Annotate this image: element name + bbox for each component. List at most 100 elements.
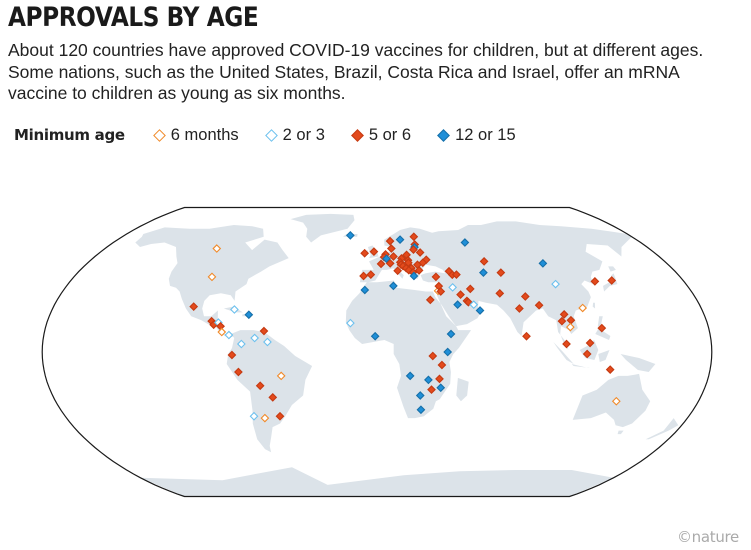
- marker-luxembourg: [382, 254, 391, 264]
- marker-indonesia: [582, 349, 592, 359]
- diamond-filled-blue-icon: [437, 128, 450, 142]
- marker-argentina: [260, 413, 270, 423]
- marker-colombia: [236, 339, 246, 349]
- marker-tunisia: [389, 281, 398, 291]
- marker-italy: [393, 266, 403, 276]
- marker-greece: [409, 271, 419, 281]
- marker-denmark: [386, 244, 396, 253]
- marker-japan: [607, 276, 617, 285]
- landmass-island: [553, 342, 574, 364]
- marker-cuba: [230, 305, 239, 314]
- marker-morocco: [360, 285, 370, 295]
- marker-south-africa: [416, 405, 426, 415]
- diamond-outline-orange-icon: [152, 128, 166, 142]
- marker-guyana: [263, 337, 272, 347]
- legend-label: 12 or 15: [455, 125, 516, 144]
- marker-bolivia: [255, 381, 265, 391]
- landmass-island: [598, 350, 610, 362]
- marker-mongolia: [538, 259, 548, 268]
- legend-title: Minimum age: [14, 126, 125, 144]
- marker-united-kingdom: [369, 247, 379, 257]
- map-border: [41, 206, 713, 498]
- marker-zambia: [424, 375, 433, 385]
- nature-credit: ©nature: [676, 528, 739, 546]
- marker-laos: [559, 309, 569, 319]
- marker-zimbabwe: [427, 385, 436, 395]
- marker-bangladesh: [534, 300, 544, 310]
- marker-rwanda: [428, 351, 438, 361]
- legend-label: 2 or 3: [282, 125, 325, 144]
- landmass-south-america: [226, 330, 313, 453]
- marker-uzbekistan: [479, 268, 488, 278]
- landmass-island: [140, 467, 614, 497]
- marker-united-arab-emirates: [469, 300, 479, 310]
- legend-label: 5 or 6: [368, 125, 412, 144]
- marker-mozambique: [436, 383, 446, 393]
- marker-iraq: [448, 283, 458, 292]
- marker-lithuania: [409, 245, 418, 255]
- marker-panama: [224, 330, 234, 340]
- marker-kyrgyzstan: [496, 268, 506, 278]
- marker-egypt: [425, 295, 435, 305]
- marker-costa-rica: [217, 327, 227, 337]
- legend-label: 6 months: [170, 125, 239, 144]
- landmass-island: [595, 316, 611, 340]
- marker-germany: [389, 252, 398, 261]
- marker-chile: [249, 411, 259, 421]
- marker-thailand: [557, 316, 567, 326]
- marker-jordan: [436, 287, 446, 296]
- landmass-island: [645, 418, 679, 440]
- marker-saudi-arabia: [453, 300, 463, 310]
- legend-item-6-months: 6 months: [152, 125, 239, 145]
- marker-oman: [475, 306, 485, 315]
- marker-azerbaijan: [452, 270, 461, 279]
- marker-iceland: [345, 231, 355, 240]
- marker-paraguay: [268, 393, 278, 402]
- legend: Minimum age 6 months 2 or 3 5 or 6 12 or…: [14, 124, 544, 146]
- diamond-filled-red-icon: [351, 128, 364, 142]
- marker-canada: [212, 244, 222, 253]
- marker-brazil: [276, 371, 286, 381]
- marker-ethiopia: [446, 329, 456, 339]
- marker-australia: [611, 396, 621, 406]
- marker-nepal: [520, 292, 530, 301]
- marker-belarus: [415, 248, 425, 257]
- landmass-greenland: [290, 213, 355, 243]
- marker-timor-leste: [605, 365, 615, 374]
- marker-botswana: [415, 391, 425, 400]
- marker-cambodia: [565, 322, 575, 332]
- marker-brunei: [585, 338, 595, 348]
- marker-france: [376, 259, 386, 269]
- marker-norway: [385, 236, 395, 246]
- marker-ghana: [370, 331, 380, 341]
- marker-kazakhstan: [479, 257, 489, 266]
- marker-venezuela: [250, 333, 260, 343]
- marker-kenya: [443, 347, 453, 357]
- marker-angola: [405, 371, 415, 381]
- landmass-island: [608, 266, 616, 272]
- landmass-island: [592, 302, 596, 309]
- marker-sweden: [395, 235, 405, 244]
- marker-pakistan: [495, 288, 505, 298]
- marker-south-korea: [590, 276, 600, 286]
- landmass-island: [617, 430, 624, 435]
- marker-tanzania: [437, 360, 447, 370]
- legend-item-5-or-6: 5 or 6: [351, 125, 412, 145]
- marker-uruguay: [275, 411, 285, 421]
- landmass-island: [620, 354, 656, 372]
- marker-moldova: [418, 258, 428, 268]
- marker-iran: [465, 284, 475, 294]
- marker-senegal: [346, 318, 355, 328]
- marker-china: [551, 279, 560, 289]
- legend-item-12-or-15: 12 or 15: [437, 125, 516, 145]
- marker-switzerland: [385, 259, 395, 268]
- marker-trinidad-and-tobago: [259, 326, 269, 336]
- marker-turkey: [431, 272, 441, 282]
- landmass-north-america: [135, 225, 289, 338]
- marker-ecuador: [227, 350, 237, 360]
- marker-philippines: [597, 323, 607, 333]
- marker-sri-lanka: [522, 331, 531, 341]
- marker-india: [515, 304, 524, 313]
- legend-item-2-or-3: 2 or 3: [264, 125, 325, 145]
- world-map: [41, 206, 713, 498]
